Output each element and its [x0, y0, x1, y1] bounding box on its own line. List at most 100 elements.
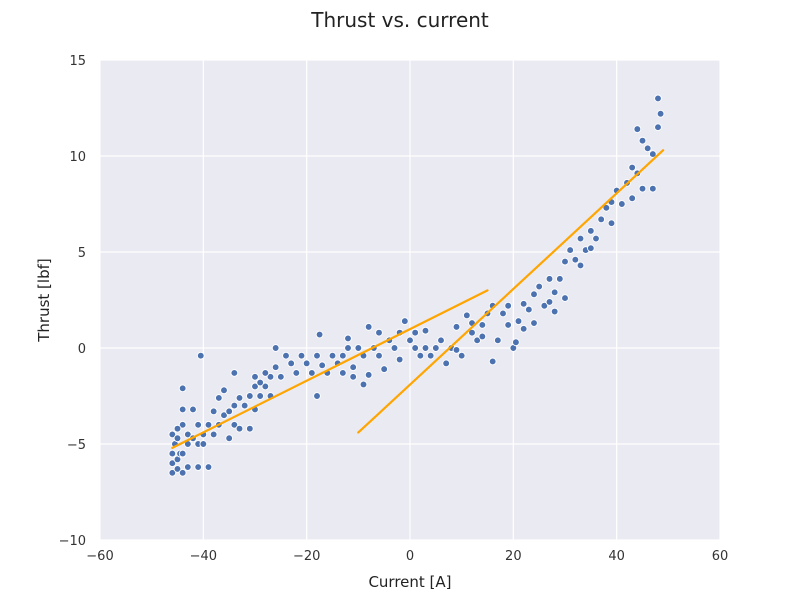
data-point [256, 392, 265, 400]
data-point [592, 234, 600, 243]
data-point [607, 219, 616, 228]
data-point [478, 321, 487, 329]
data-point [452, 346, 461, 354]
data-point [426, 351, 435, 360]
data-point [555, 275, 564, 283]
fit-line [357, 149, 665, 434]
data-point [276, 372, 285, 381]
data-point [462, 311, 471, 320]
data-point [576, 261, 585, 270]
data-point [468, 328, 476, 337]
data-point [545, 298, 554, 306]
data-point [168, 430, 177, 439]
x-axis-label: Current [A] [368, 573, 451, 591]
data-point [411, 328, 420, 337]
data-point [597, 215, 606, 224]
x-tick-label: −40 [190, 549, 217, 564]
data-point [271, 344, 280, 352]
data-point [183, 463, 192, 471]
data-point [643, 144, 652, 153]
data-point [338, 369, 347, 377]
data-point [364, 323, 373, 331]
data-point [648, 184, 657, 193]
data-point [173, 465, 182, 473]
data-point [411, 344, 420, 352]
data-point [194, 463, 203, 471]
data-point [349, 363, 358, 372]
data-point [251, 382, 259, 391]
data-point [452, 323, 461, 331]
y-tick-label: 0 [78, 342, 86, 357]
data-point [519, 324, 528, 333]
data-point [519, 299, 528, 308]
data-point [204, 463, 213, 471]
data-point [230, 401, 239, 410]
data-point [230, 420, 239, 429]
data-point [648, 150, 657, 158]
data-point [628, 194, 637, 203]
data-point [261, 382, 270, 391]
data-point [524, 305, 533, 314]
data-point [617, 200, 626, 208]
x-tick-label: 20 [505, 549, 522, 564]
x-tick-label: −60 [86, 549, 113, 564]
data-point [602, 203, 611, 212]
data-point [431, 344, 440, 352]
data-point [359, 380, 368, 389]
data-point [540, 301, 549, 310]
data-point [251, 372, 259, 381]
data-point [654, 123, 662, 132]
tick-labels: −60 −40 −20 0 20 40 60 −10 −5 0 5 10 15 [59, 54, 729, 564]
data-point [230, 369, 239, 377]
data-point [478, 332, 487, 341]
data-point [235, 424, 244, 433]
data-point [318, 361, 327, 370]
data-point [225, 407, 234, 416]
data-point [220, 386, 228, 395]
data-point [535, 282, 544, 291]
data-point [633, 125, 642, 133]
data-point [344, 344, 352, 352]
data-point [214, 394, 223, 402]
grid-lines [99, 59, 721, 541]
data-point [302, 359, 311, 368]
data-point [297, 351, 306, 360]
y-tick-label: 15 [69, 54, 86, 69]
data-point [282, 351, 290, 360]
data-point [638, 184, 647, 193]
x-tick-label: 60 [712, 549, 729, 564]
data-point [178, 468, 187, 477]
data-point [199, 440, 208, 448]
data-point [173, 424, 182, 433]
data-point [545, 275, 554, 283]
data-point [514, 317, 523, 325]
data-point [261, 369, 270, 377]
data-point [235, 394, 244, 402]
data-point [586, 227, 595, 235]
data-point [168, 468, 177, 477]
data-point [400, 317, 409, 325]
data-point [561, 257, 569, 266]
data-point [550, 307, 559, 316]
data-point [168, 449, 177, 458]
chart-title: Thrust vs. current [311, 8, 489, 32]
data-point [178, 405, 187, 414]
data-point [209, 407, 218, 416]
data-point [256, 378, 265, 387]
y-tick-label: 5 [78, 246, 86, 261]
data-point [421, 344, 430, 352]
data-point [245, 392, 254, 400]
data-point [504, 321, 513, 329]
y-tick-label: −5 [67, 438, 86, 453]
data-point [375, 351, 383, 360]
data-point [576, 234, 585, 243]
data-point [406, 336, 414, 345]
fit-line [171, 289, 489, 449]
y-tick-label: −10 [59, 534, 86, 549]
data-point [225, 434, 234, 443]
data-point [499, 309, 507, 318]
data-point [245, 424, 254, 433]
data-point [354, 344, 363, 352]
